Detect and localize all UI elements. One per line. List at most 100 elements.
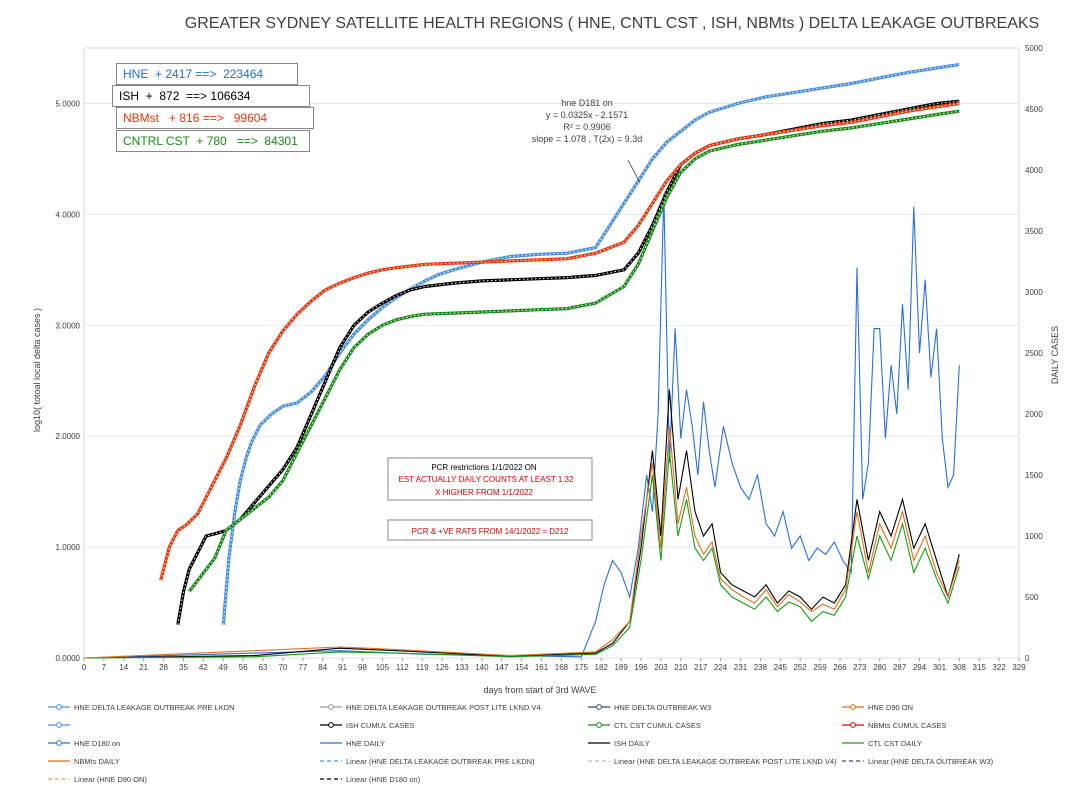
x-tick-label: 175 (575, 663, 589, 672)
legend-label: ISH CUMUL CASES (346, 721, 415, 730)
legend-label: ISH DAILY (614, 739, 650, 748)
legend-label: HNE DELTA LEAKAGE OUTBREAK POST LITE LKN… (346, 703, 541, 712)
x-tick-label: 7 (102, 663, 107, 672)
x-tick-label: 308 (953, 663, 967, 672)
x-tick-label: 119 (416, 663, 429, 672)
legend-marker (850, 704, 856, 710)
y-left-tick-label: 4.0000 (56, 210, 81, 219)
x-tick-label: 14 (119, 663, 128, 672)
rats-note-box: PCR & +VE RATS FROM 14/1/2022 = D212 (387, 519, 593, 541)
x-tick-label: 105 (376, 663, 390, 672)
legend-marker (328, 722, 334, 728)
x-tick-label: 259 (813, 663, 827, 672)
x-tick-label: 315 (973, 663, 987, 672)
x-tick-label: 35 (179, 663, 188, 672)
pcr-note-box: PCR restrictions 1/1/2022 ON EST ACTUALL… (387, 457, 593, 501)
legend-label: Linear (HNE DELTA LEAKAGE OUTBREAK POST … (614, 757, 837, 766)
y-right-tick-label: 4500 (1025, 105, 1043, 114)
left-axis-ticks: 0.0000 1.0000 2.0000 3.0000 4.0000 5.0000 (56, 99, 81, 663)
x-tick-label: 63 (259, 663, 268, 672)
legend-label: Linear (HNE DELTA OUTBREAK W3) (868, 757, 994, 766)
legend-marker (596, 722, 602, 728)
y-right-tick-label: 1500 (1025, 471, 1043, 480)
cumulative-line-markers-ctl_cst (188, 110, 960, 592)
y-left-tick-label: 3.0000 (56, 321, 81, 330)
summary-box-ctl-cst: CNTRL CST + 780 ==> 84301 (116, 130, 310, 152)
daily-series (83, 194, 960, 659)
x-tick-label: 161 (535, 663, 549, 672)
regression-line-3: R² = 0.9906 (563, 122, 610, 132)
legend-label: CTL CST CUMUL CASES (614, 721, 701, 730)
chart-title: GREATER SYDNEY SATELLITE HEALTH REGIONS … (185, 15, 1039, 32)
x-tick-label: 238 (754, 663, 768, 672)
x-tick-label: 28 (159, 663, 168, 672)
regression-annotation: hne D181 on y = 0.0325x - 2.1571 R² = 0.… (532, 98, 642, 184)
legend-label: HNE D90 ON (868, 703, 913, 712)
x-tick-label: 273 (853, 663, 867, 672)
daily-line-ish_daily (83, 389, 960, 659)
x-tick-label: 91 (338, 663, 347, 672)
x-tick-label: 56 (239, 663, 248, 672)
right-axis-ticks: 0 500 1000 1500 2000 2500 3000 3500 4000 4500 5000 (1025, 44, 1043, 663)
x-tick-label: 126 (435, 663, 449, 672)
x-tick-label: 77 (298, 663, 307, 672)
x-tick-label: 287 (893, 663, 907, 672)
regression-line-2: y = 0.0325x - 2.1571 (546, 110, 628, 120)
daily-line-nbmts_daily (83, 426, 960, 659)
x-tick-label: 42 (199, 663, 208, 672)
x-tick-label: 21 (139, 663, 148, 672)
y-right-tick-label: 5000 (1025, 44, 1043, 53)
right-axis-label: DAILY CASES (1050, 326, 1060, 384)
x-tick-label: 329 (1012, 663, 1026, 672)
y-right-tick-label: 2000 (1025, 410, 1043, 419)
legend-label: HNE DELTA OUTBREAK W3 (614, 703, 711, 712)
legend-label: Linear (HNE D90 ON) (74, 775, 147, 784)
x-tick-label: 0 (82, 663, 87, 672)
x-tick-label: 84 (318, 663, 327, 672)
legend-marker (850, 722, 856, 728)
x-tick-label: 301 (933, 663, 947, 672)
y-left-tick-label: 1.0000 (56, 543, 81, 552)
y-right-tick-label: 500 (1025, 593, 1039, 602)
y-left-tick-label: 2.0000 (56, 432, 81, 441)
x-axis-label: days from start of 3rd WAVE (483, 685, 596, 695)
y-right-tick-label: 2500 (1025, 349, 1043, 358)
y-right-tick-label: 0 (1025, 654, 1030, 663)
daily-line-hne_daily (83, 194, 960, 659)
x-tick-label: 98 (358, 663, 367, 672)
x-tick-label: 70 (278, 663, 287, 672)
x-tick-label: 182 (595, 663, 609, 672)
legend-label: NBMts CUMUL CASES (868, 721, 946, 730)
x-tick-label: 154 (515, 663, 529, 672)
daily-line-ctl_cst_daily (83, 450, 960, 659)
y-left-tick-label: 0.0000 (56, 654, 81, 663)
x-tick-label: 140 (475, 663, 489, 672)
x-tick-label: 322 (992, 663, 1006, 672)
summary-box-nbmts: NBMst + 816 ==> 99604 (116, 107, 314, 129)
x-tick-label: 189 (614, 663, 628, 672)
x-tick-label: 224 (714, 663, 728, 672)
y-left-tick-label: 5.0000 (56, 99, 81, 108)
legend-label: HNE DELTA LEAKAGE OUTBREAK PRE LKDN (74, 703, 235, 712)
legend-marker (596, 704, 602, 710)
x-tick-label: 203 (654, 663, 668, 672)
cumulative-series (159, 63, 960, 625)
x-tick-label: 294 (913, 663, 927, 672)
y-right-tick-label: 1000 (1025, 532, 1043, 541)
legend-label: Linear (HNE D180 on) (346, 775, 421, 784)
legend-marker (56, 704, 62, 710)
x-tick-label: 280 (873, 663, 887, 672)
x-tick-label: 231 (734, 663, 748, 672)
x-tick-label: 49 (219, 663, 228, 672)
legend: HNE DELTA LEAKAGE OUTBREAK PRE LKDN HNE D… (48, 703, 994, 784)
left-axis-label: log10( totoal local delta cases ) (32, 308, 42, 432)
x-tick-label: 112 (396, 663, 409, 672)
legend-label: Linear (HNE DELTA LEAKAGE OUTBREAK PRE L… (346, 757, 535, 766)
legend-marker (56, 722, 62, 728)
legend-label: CTL CST DAILY (868, 739, 922, 748)
x-tick-label: 217 (694, 663, 708, 672)
x-tick-label: 147 (495, 663, 509, 672)
y-right-tick-label: 4000 (1025, 166, 1043, 175)
regression-line-1: hne D181 on (561, 98, 613, 108)
x-tick-label: 196 (634, 663, 648, 672)
